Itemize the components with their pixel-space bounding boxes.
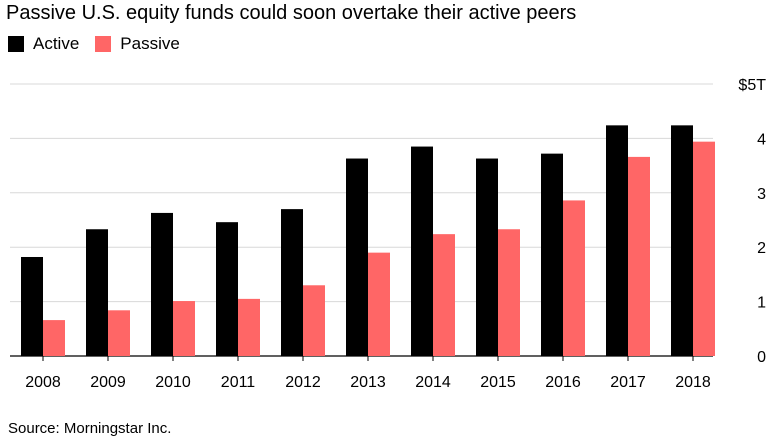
- legend-item-active: Active: [8, 34, 79, 54]
- legend-swatch-passive: [95, 36, 112, 52]
- bar-active: [151, 212, 173, 356]
- bar-passive: [108, 310, 130, 356]
- bar-active: [541, 153, 563, 356]
- legend-item-passive: Passive: [95, 34, 180, 54]
- bar-active: [476, 158, 498, 356]
- bar-active: [606, 125, 628, 357]
- x-tick-label: 2008: [25, 374, 61, 391]
- legend-swatch-active: [8, 36, 24, 52]
- bar-passive: [173, 301, 195, 356]
- bar-active: [281, 209, 303, 356]
- y-tick-label: 2: [757, 240, 766, 257]
- bar-passive: [368, 252, 390, 356]
- bar-passive: [498, 229, 520, 356]
- legend-label-active: Active: [33, 34, 80, 53]
- x-tick-label: 2012: [285, 374, 321, 391]
- legend: Active Passive: [8, 34, 196, 54]
- y-tick-label: 0: [757, 349, 766, 366]
- bar-passive: [43, 320, 65, 356]
- x-tick-label: 2015: [480, 374, 516, 391]
- bar-active: [671, 125, 693, 357]
- x-tick-label: 2009: [90, 374, 126, 391]
- source-note: Source: Morningstar Inc.: [8, 420, 172, 437]
- bar-passive: [693, 141, 715, 356]
- bar-passive: [303, 285, 325, 356]
- x-tick-label: 2016: [545, 374, 581, 391]
- legend-label-passive: Passive: [120, 34, 180, 53]
- bar-passive: [628, 156, 650, 356]
- y-tick-label: 1: [757, 295, 766, 312]
- x-tick-label: 2013: [350, 374, 386, 391]
- chart-title: Passive U.S. equity funds could soon ove…: [6, 2, 577, 24]
- x-tick-label: 2017: [610, 374, 646, 391]
- bar-active: [86, 229, 108, 356]
- bar-passive: [563, 200, 585, 356]
- bar-active: [216, 222, 238, 356]
- bar-active: [21, 256, 43, 356]
- bar-passive: [238, 298, 260, 356]
- x-tick-label: 2011: [221, 374, 256, 391]
- y-tick-label: 3: [757, 186, 766, 203]
- bar-active: [411, 146, 433, 356]
- y-tick-label: 4: [757, 131, 766, 148]
- y-tick-label: $5T: [738, 77, 766, 94]
- x-tick-label: 2018: [675, 374, 711, 391]
- x-tick-label: 2010: [155, 374, 191, 391]
- bar-active: [346, 158, 368, 356]
- x-tick-label: 2014: [415, 374, 451, 391]
- bar-passive: [433, 234, 455, 356]
